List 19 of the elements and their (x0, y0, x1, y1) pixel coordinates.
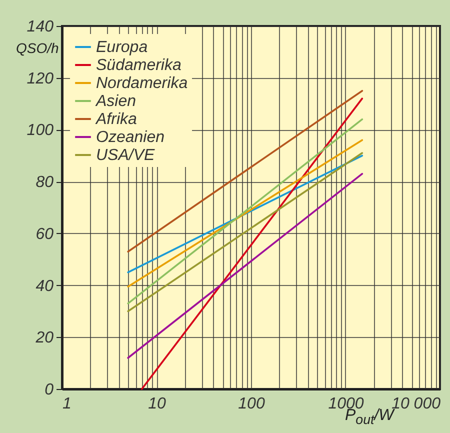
y-tick-label: 80 (36, 174, 54, 192)
x-tick-label: 100 (238, 396, 265, 412)
y-tick-label: 100 (26, 122, 54, 140)
legend-label: USA/VE (96, 147, 156, 164)
y-tick-label: 20 (34, 330, 54, 347)
legend-label: Südamerika (96, 57, 182, 74)
legend-label: Ozeanien (96, 129, 165, 146)
y-tick-label: 60 (36, 226, 54, 243)
legend-label: Europa (96, 39, 148, 56)
legend-label: Afrika (95, 111, 137, 128)
y-axis-title: QSO/h (16, 40, 59, 56)
x-tick-label: 1 (62, 396, 72, 412)
y-tick-label: 120 (26, 70, 54, 88)
legend-label: Nordamerika (96, 75, 188, 92)
legend-label: Asien (95, 93, 136, 110)
y-tick-label: 140 (26, 18, 54, 36)
x-tick-label: 10 (148, 396, 166, 412)
y-tick-label: 0 (44, 382, 54, 398)
y-tick-label: 40 (36, 278, 54, 295)
